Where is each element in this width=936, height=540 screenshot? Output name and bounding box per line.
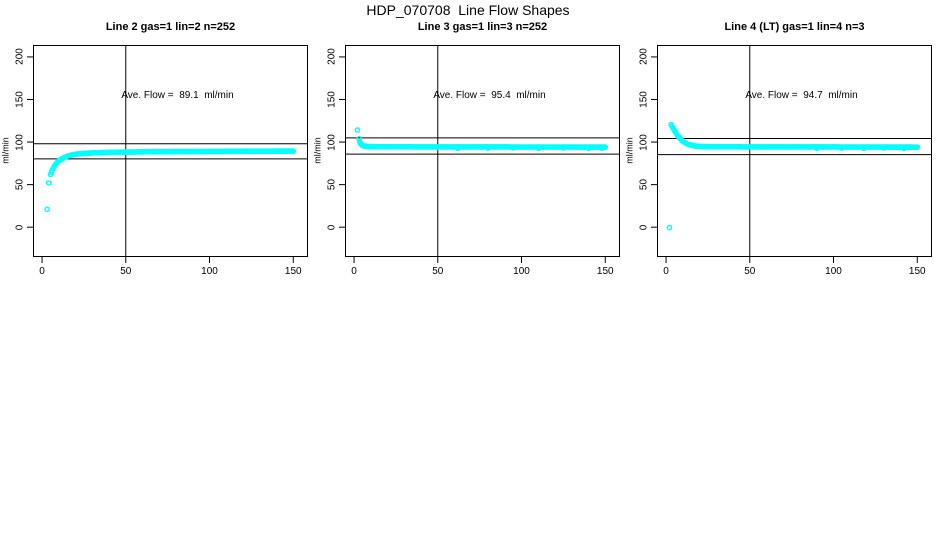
data-point: [839, 145, 845, 151]
y-tick-label: 50: [14, 179, 26, 191]
plot-border: [33, 45, 308, 257]
data-point: [290, 148, 297, 154]
x-tick-label: 150: [908, 266, 926, 277]
y-axis-label: ml/min: [624, 137, 635, 164]
subplot-line4: Line 4 (LT) gas=1 lin=4 n=3 ml/min Ave. …: [624, 0, 936, 300]
x-tick-label: 100: [825, 266, 842, 277]
y-tick-label: 100: [326, 133, 338, 151]
x-tick-label: 0: [663, 266, 669, 277]
data-point: [485, 145, 491, 151]
y-tick-label: 50: [326, 179, 338, 191]
ave-flow-annotation: Ave. Flow = 94.7 ml/min: [745, 90, 858, 101]
subplot-line2-title: Line 2 gas=1 lin=2 n=252: [105, 21, 236, 33]
y-tick-label: 200: [14, 48, 26, 66]
data-point: [813, 145, 820, 152]
x-tick-label: 150: [284, 266, 302, 277]
data-point: [860, 145, 867, 152]
y-tick-label: 200: [326, 48, 338, 66]
data-point: [901, 145, 907, 152]
y-tick-label: 50: [638, 179, 650, 191]
data-point: [356, 135, 362, 142]
subplot-line2: Line 2 gas=1 lin=2 n=252 ml/min Ave. Flo…: [0, 0, 312, 300]
data-point: [354, 127, 361, 133]
subplot-line3: Line 3 gas=1 lin=3 n=252 ml/min Ave. Flo…: [312, 0, 624, 300]
data-point: [599, 145, 605, 152]
y-axis-label: ml/min: [312, 137, 323, 164]
data-point: [45, 180, 52, 186]
plot-border: [657, 45, 932, 257]
subplot-line3-title: Line 3 gas=1 lin=3 n=252: [417, 21, 548, 33]
y-tick-label: 150: [14, 91, 26, 108]
y-tick-label: 150: [326, 91, 338, 108]
x-tick-label: 0: [39, 266, 45, 277]
x-tick-label: 100: [513, 266, 530, 277]
y-axis-label: ml/min: [0, 137, 11, 164]
plot-area: [339, 45, 620, 263]
subplot-line4-title: Line 4 (LT) gas=1 lin=4 n=3: [724, 21, 865, 33]
x-tick-label: 50: [432, 266, 444, 277]
x-tick-label: 50: [744, 266, 756, 277]
ave-flow-annotation: Ave. Flow = 95.4 ml/min: [433, 90, 546, 101]
figure-title: HDP_070708 Line Flow Shapes: [366, 2, 570, 18]
plot-border: [345, 45, 620, 257]
y-tick-label: 100: [14, 133, 26, 151]
data-point: [914, 144, 921, 150]
y-tick-label: 0: [326, 224, 338, 230]
data-point: [666, 224, 673, 231]
data-point: [585, 145, 592, 152]
y-tick-label: 150: [638, 91, 650, 108]
y-tick-label: 0: [638, 224, 650, 230]
ave-flow-annotation: Ave. Flow = 89.1 ml/min: [121, 90, 234, 101]
x-tick-label: 0: [351, 266, 357, 277]
data-point: [535, 145, 542, 152]
x-tick-label: 150: [596, 266, 614, 277]
data-point: [510, 145, 516, 151]
y-tick-label: 0: [14, 224, 26, 230]
data-point: [880, 145, 887, 151]
data-point: [560, 145, 567, 151]
data-point: [44, 206, 50, 213]
y-tick-label: 200: [638, 48, 650, 66]
x-tick-label: 50: [120, 266, 132, 277]
y-tick-label: 100: [638, 133, 650, 151]
data-point: [455, 145, 461, 152]
x-tick-label: 100: [201, 266, 218, 277]
plot-area: [651, 45, 932, 263]
plot-area: [27, 45, 308, 263]
